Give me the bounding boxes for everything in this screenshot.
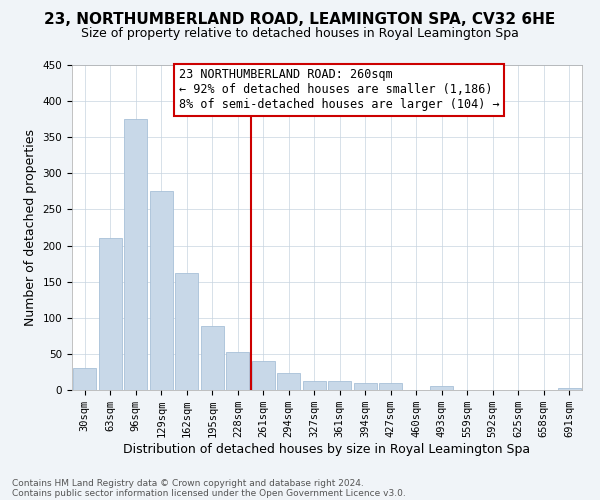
X-axis label: Distribution of detached houses by size in Royal Leamington Spa: Distribution of detached houses by size … [124, 443, 530, 456]
Text: Size of property relative to detached houses in Royal Leamington Spa: Size of property relative to detached ho… [81, 28, 519, 40]
Text: 23, NORTHUMBERLAND ROAD, LEAMINGTON SPA, CV32 6HE: 23, NORTHUMBERLAND ROAD, LEAMINGTON SPA,… [44, 12, 556, 28]
Bar [252, 361, 275, 390]
Bar [226, 352, 249, 390]
Bar [379, 383, 402, 390]
Bar [201, 326, 224, 390]
Bar [430, 386, 453, 390]
Text: Contains HM Land Registry data © Crown copyright and database right 2024.: Contains HM Land Registry data © Crown c… [12, 478, 364, 488]
Bar [277, 374, 300, 390]
Bar [354, 383, 377, 390]
Bar [328, 380, 351, 390]
Bar [73, 368, 96, 390]
Bar [175, 273, 198, 390]
Bar [99, 238, 122, 390]
Y-axis label: Number of detached properties: Number of detached properties [24, 129, 37, 326]
Bar [150, 192, 173, 390]
Text: Contains public sector information licensed under the Open Government Licence v3: Contains public sector information licen… [12, 488, 406, 498]
Text: 23 NORTHUMBERLAND ROAD: 260sqm
← 92% of detached houses are smaller (1,186)
8% o: 23 NORTHUMBERLAND ROAD: 260sqm ← 92% of … [179, 68, 500, 112]
Bar [558, 388, 581, 390]
Bar [124, 119, 147, 390]
Bar [303, 380, 326, 390]
